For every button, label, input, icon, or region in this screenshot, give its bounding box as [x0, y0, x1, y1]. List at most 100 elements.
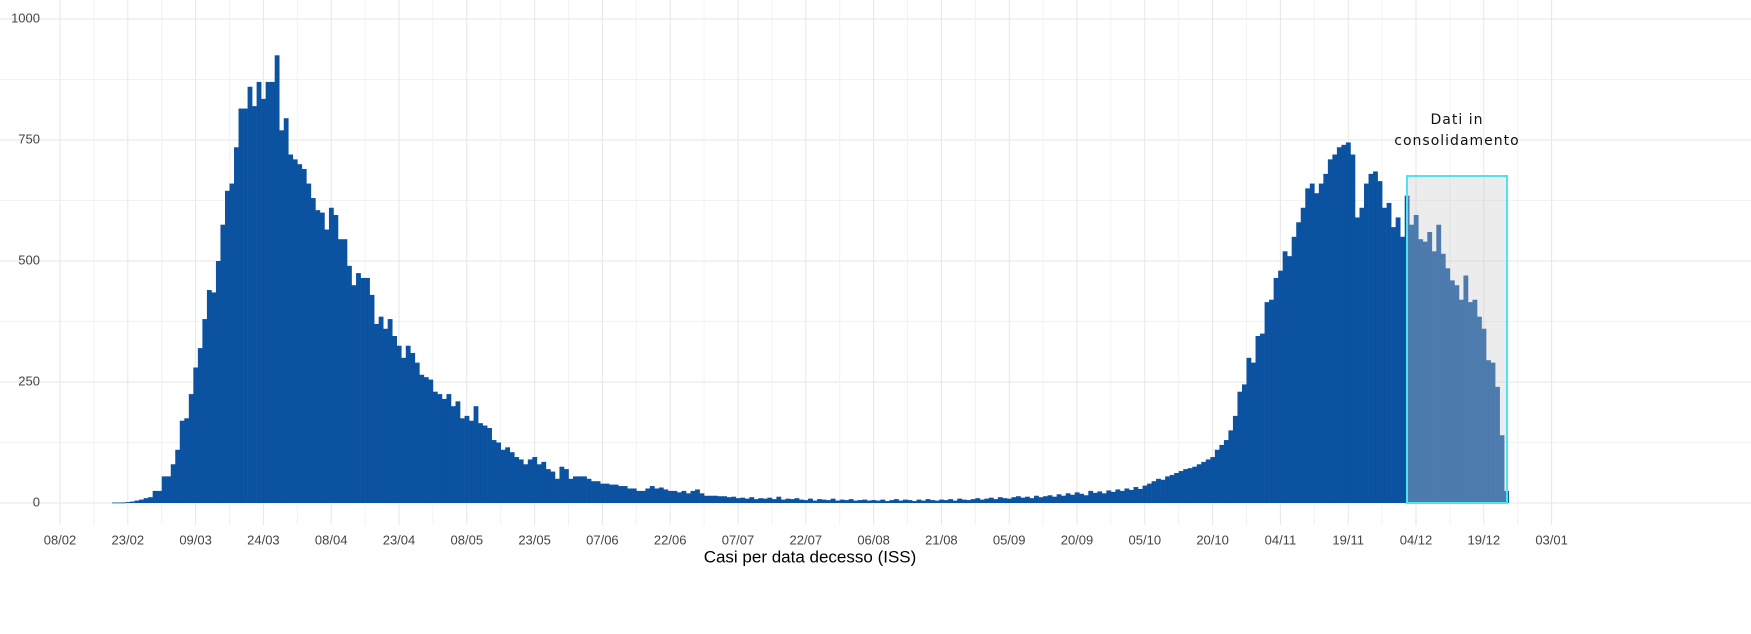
bar — [771, 499, 777, 503]
bar — [505, 447, 511, 503]
bar — [1364, 183, 1369, 503]
bar — [1418, 239, 1424, 503]
bar — [283, 118, 289, 503]
bar — [1052, 496, 1057, 503]
bar — [731, 496, 737, 503]
bar — [600, 483, 605, 503]
y-tick-label: 500 — [18, 252, 40, 267]
bar — [1440, 253, 1446, 503]
bar — [1142, 485, 1148, 503]
bar — [884, 501, 890, 503]
bar — [460, 418, 465, 503]
bar — [1106, 490, 1112, 503]
bar — [1273, 277, 1279, 503]
bar — [573, 476, 578, 503]
bar — [1223, 440, 1229, 503]
bar — [1065, 493, 1071, 503]
bar — [1002, 498, 1008, 503]
bar — [396, 345, 402, 503]
bar — [315, 210, 321, 503]
bar — [450, 406, 456, 503]
bar — [622, 486, 628, 503]
bar — [1006, 498, 1012, 503]
bar — [179, 420, 185, 503]
bar — [880, 499, 886, 503]
bar — [265, 81, 271, 504]
bar — [1323, 173, 1329, 503]
bar — [1083, 495, 1089, 503]
bar — [577, 476, 583, 503]
bar — [993, 499, 999, 503]
bar — [586, 478, 592, 503]
bar — [1128, 489, 1134, 503]
bars — [111, 55, 1509, 504]
bar — [342, 239, 348, 503]
x-tick-label: 22/06 — [654, 532, 687, 547]
x-tick-label: 05/09 — [993, 532, 1026, 547]
bar — [1237, 391, 1243, 503]
bar — [514, 457, 520, 503]
bar — [441, 398, 447, 503]
bar — [789, 499, 795, 503]
y-tick-label: 750 — [18, 131, 40, 146]
x-tick-label: 08/02 — [44, 532, 77, 547]
bar — [1481, 328, 1487, 503]
tick-labels: 0 250 500 750 1000 08/02 23/02 09/03 24/03 08/04 2… — [11, 10, 1568, 547]
bar — [1391, 227, 1396, 503]
bar — [446, 394, 452, 503]
bar — [893, 499, 899, 503]
bar — [961, 499, 967, 503]
bar — [957, 498, 963, 503]
bar — [636, 490, 642, 503]
x-tick-label: 09/03 — [179, 532, 212, 547]
bar — [559, 466, 565, 503]
bar — [374, 323, 379, 503]
bar — [116, 502, 122, 504]
bar — [1278, 270, 1283, 503]
bar — [473, 406, 479, 503]
bar — [143, 498, 149, 503]
bar — [274, 55, 280, 504]
x-tick-label: 20/10 — [1196, 532, 1229, 547]
bar — [871, 500, 877, 503]
bar — [437, 394, 443, 503]
bar — [690, 490, 696, 503]
bar — [111, 502, 117, 504]
bar — [1477, 316, 1482, 503]
bar — [934, 500, 940, 503]
bar — [175, 449, 181, 503]
bar — [808, 498, 813, 503]
bar — [1196, 464, 1202, 503]
x-tick-label: 20/09 — [1061, 532, 1094, 547]
bar — [243, 108, 248, 503]
bar — [912, 501, 917, 503]
bar — [518, 459, 524, 503]
bar — [464, 415, 470, 503]
bar — [676, 492, 682, 503]
bar — [1336, 147, 1342, 503]
bar — [722, 496, 727, 503]
bar — [948, 499, 953, 503]
bar — [523, 464, 529, 503]
bar — [1373, 171, 1378, 503]
bar — [649, 486, 655, 503]
bar — [193, 367, 199, 503]
bar — [1119, 490, 1125, 503]
bar — [667, 490, 673, 503]
bar — [1354, 217, 1360, 503]
bar — [826, 500, 831, 503]
bar — [1318, 183, 1324, 503]
x-tick-label: 07/06 — [586, 532, 619, 547]
bar — [1178, 471, 1184, 503]
x-tick-label: 04/12 — [1400, 532, 1433, 547]
x-tick-label: 23/05 — [518, 532, 551, 547]
bar — [803, 500, 809, 503]
bar — [184, 418, 190, 503]
bar — [1486, 360, 1491, 503]
bar — [582, 476, 587, 503]
bar — [1282, 251, 1288, 503]
bar — [1246, 357, 1252, 503]
bar — [627, 488, 633, 503]
bar — [699, 493, 705, 503]
bar — [1490, 362, 1496, 503]
